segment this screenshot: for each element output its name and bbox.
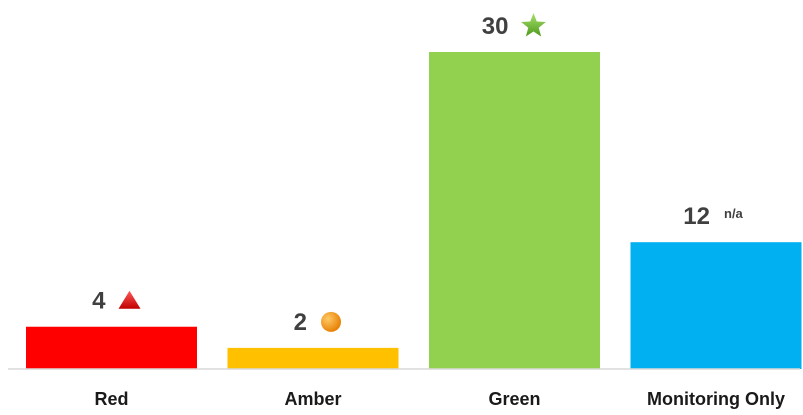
value-label-red: 4 — [92, 288, 106, 315]
value-label-green: 30 — [482, 13, 509, 40]
bar-red — [26, 326, 197, 369]
category-label-amber: Amber — [284, 389, 341, 409]
bars-group — [26, 52, 802, 369]
bar-monitoring-only — [630, 242, 802, 369]
amber-circle-icon — [321, 311, 341, 332]
labels-group: Red 4 Amber 2 Green 30 Monitoring Only 12 n/a — [92, 13, 785, 409]
bar-green — [429, 52, 600, 369]
red-triangle-icon — [118, 290, 141, 309]
green-star-icon — [521, 13, 546, 37]
category-label-green: Green — [488, 389, 540, 409]
bar-amber — [227, 347, 399, 369]
annotation-label-monitoring-only: n/a — [724, 206, 744, 221]
category-label-monitoring-only: Monitoring Only — [647, 389, 785, 409]
category-label-red: Red — [94, 389, 128, 409]
value-label-amber: 2 — [294, 309, 307, 336]
value-label-monitoring-only: 12 — [683, 203, 710, 230]
